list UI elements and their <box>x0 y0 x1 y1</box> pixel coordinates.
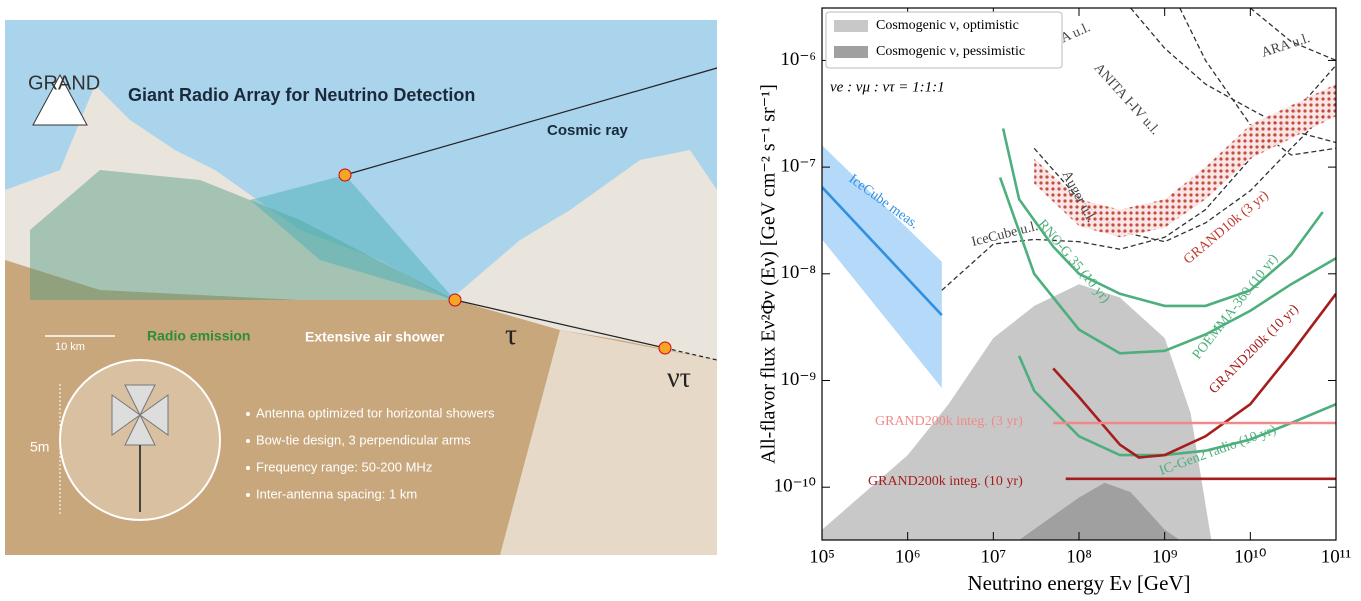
label: ντ <box>667 362 691 393</box>
band <box>1034 84 1336 238</box>
legend-label: Cosmogenic ν, optimistic <box>876 18 1019 33</box>
band <box>822 145 942 388</box>
bullet-dot <box>246 466 250 470</box>
legend-box <box>825 11 1063 69</box>
curve <box>1249 8 1336 61</box>
curve <box>822 186 943 316</box>
bullet-dot <box>246 412 250 416</box>
x-tick-label: 10⁶ <box>895 546 921 567</box>
y-tick-label: 10⁻¹⁰ <box>774 476 816 497</box>
curve <box>1052 293 1336 459</box>
bullet-list: Antenna optimized tor horizontal showers… <box>246 405 495 501</box>
label: τ <box>505 318 517 351</box>
label: 10 km <box>55 341 85 353</box>
snow-slope <box>500 330 717 555</box>
legend-label: Cosmogenic ν, pessimistic <box>876 44 1025 59</box>
bullet-dot <box>246 439 250 443</box>
label: Extensive air shower <box>305 329 445 345</box>
curve-label: GRAND200k integ. (3 yr) <box>875 414 1023 429</box>
logo-text: GRAND <box>28 72 100 94</box>
illustration-title: Giant Radio Array for Neutrino Detection <box>128 85 475 105</box>
label: 5m <box>30 439 49 455</box>
interaction-star <box>338 168 352 182</box>
shower-cone <box>250 175 455 300</box>
label: Cosmic ray <box>547 122 629 139</box>
interaction-star <box>658 341 672 355</box>
curve <box>998 177 1336 355</box>
bow-tie <box>111 384 169 446</box>
chart: IceCube meas.IceCube u.l.ARIANNA u.l.ARA… <box>758 7 1352 595</box>
legend-swatch <box>834 20 868 32</box>
illustration: GRAND Giant Radio Array for Neutrino Det… <box>5 20 718 555</box>
bullet-dot <box>246 493 250 497</box>
curve <box>1001 128 1324 308</box>
bullet-text: Bow-tie design, 3 perpendicular arms <box>256 432 471 447</box>
y-tick-label: 10⁻⁶ <box>780 49 816 70</box>
curve-label: ARA u.l. <box>1260 31 1312 61</box>
y-tick-label: 10⁻⁷ <box>780 155 816 176</box>
x-tick-label: 10¹⁰ <box>1234 546 1266 567</box>
bullet-text: Frequency range: 50-200 MHz <box>256 459 432 474</box>
annotation: νe : νμ : ντ = 1:1:1 <box>830 79 945 95</box>
x-tick-label: 10⁹ <box>1152 546 1178 567</box>
tau-track <box>454 299 666 349</box>
area <box>822 284 1212 540</box>
plot-area <box>822 8 1336 540</box>
label: Radio emission <box>147 328 250 344</box>
bullet-text: Inter-antenna spacing: 1 km <box>256 486 417 501</box>
neutrino-track <box>664 347 718 361</box>
x-tick-label: 10⁷ <box>981 546 1007 567</box>
x-tick-label: 10⁸ <box>1066 546 1092 567</box>
interaction-star <box>448 293 462 307</box>
y-tick-label: 10⁻⁹ <box>780 369 816 390</box>
y-axis-label: All-flavor flux Eν²Φν (Eν) [GeV cm⁻² s⁻¹… <box>758 84 780 464</box>
area <box>1019 482 1180 540</box>
x-tick-label: 10¹¹ <box>1321 546 1352 567</box>
y-tick-label: 10⁻⁸ <box>780 262 816 283</box>
curve <box>941 64 1336 291</box>
curve-label: IceCube u.l. <box>970 219 1040 250</box>
x-tick-label: 10⁵ <box>809 546 835 567</box>
legend-swatch <box>834 46 868 58</box>
curve-label: ANITA I-IV u.l. <box>1091 61 1163 138</box>
bullet-text: Antenna optimized tor horizontal showers <box>256 405 495 420</box>
curve-label: GRAND200k integ. (10 yr) <box>868 474 1023 489</box>
cosmic-ray-track <box>344 67 718 176</box>
x-axis-label: Neutrino energy Eν [GeV] <box>967 571 1190 595</box>
logo-triangle <box>32 73 88 126</box>
